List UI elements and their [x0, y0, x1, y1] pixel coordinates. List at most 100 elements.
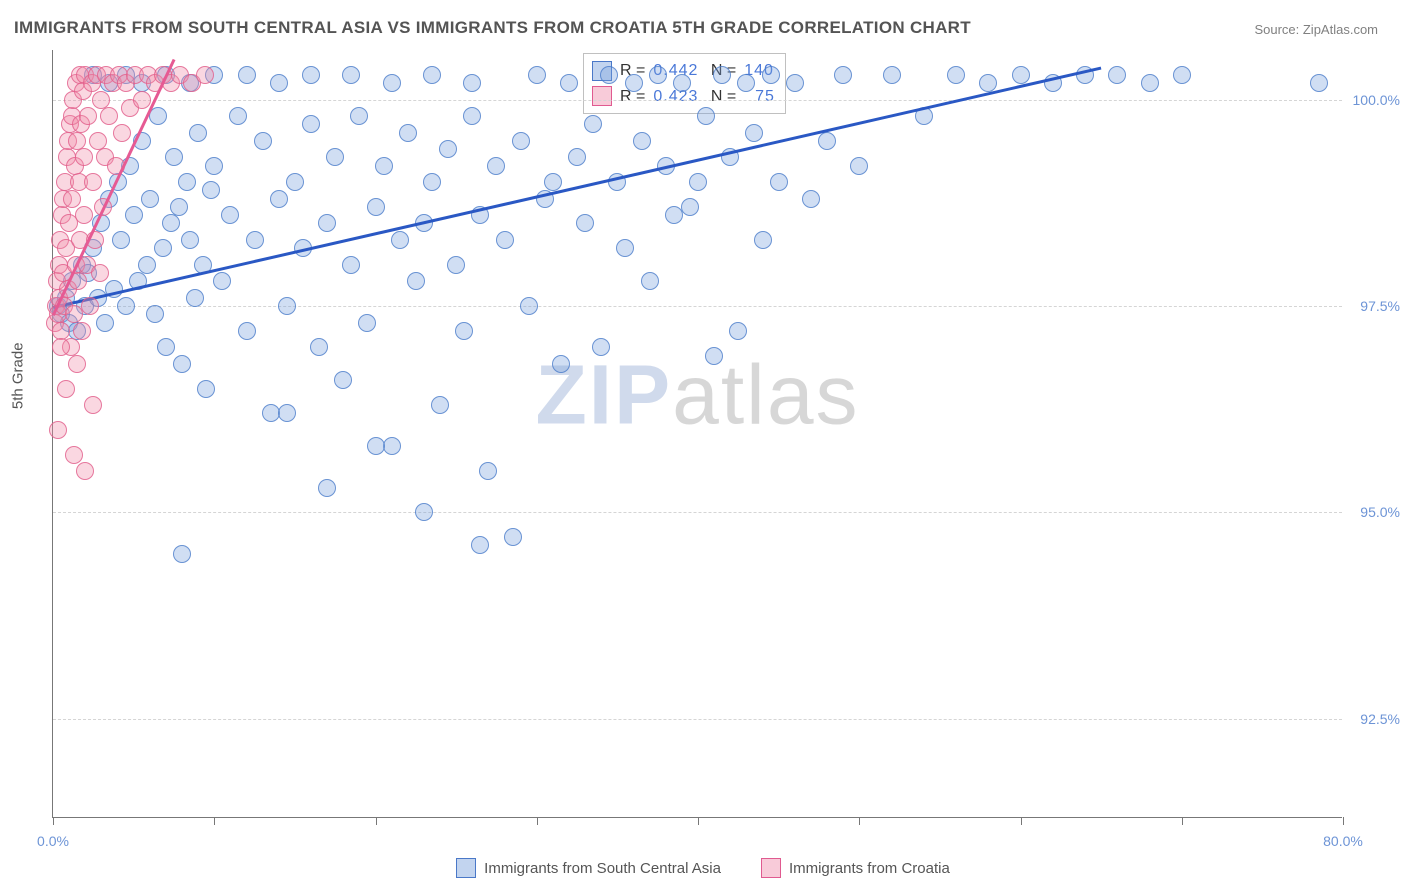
x-tick [698, 817, 699, 825]
scatter-point [463, 107, 481, 125]
scatter-point [73, 322, 91, 340]
scatter-point [568, 148, 586, 166]
scatter-point [318, 214, 336, 232]
scatter-point [350, 107, 368, 125]
scatter-point [625, 74, 643, 92]
scatter-point [334, 371, 352, 389]
x-tick [1343, 817, 1344, 825]
scatter-point [689, 173, 707, 191]
gridline [53, 719, 1342, 720]
scatter-point [358, 314, 376, 332]
y-tick-label: 100.0% [1353, 92, 1400, 108]
scatter-point [447, 256, 465, 274]
scatter-point [157, 338, 175, 356]
scatter-point [96, 314, 114, 332]
scatter-point [375, 157, 393, 175]
scatter-point [431, 396, 449, 414]
scatter-point [270, 74, 288, 92]
chart-title: IMMIGRANTS FROM SOUTH CENTRAL ASIA VS IM… [14, 18, 971, 38]
x-tick-label: 80.0% [1323, 833, 1363, 849]
scatter-point [238, 322, 256, 340]
scatter-point [91, 264, 109, 282]
swatch-pink-icon [592, 86, 612, 106]
stat-label: N = [706, 84, 736, 110]
scatter-point [786, 74, 804, 92]
scatter-point [883, 66, 901, 84]
scatter-point [173, 355, 191, 373]
scatter-point [504, 528, 522, 546]
scatter-point [181, 231, 199, 249]
scatter-point [246, 231, 264, 249]
scatter-point [576, 214, 594, 232]
gridline [53, 100, 1342, 101]
scatter-point [310, 338, 328, 356]
scatter-point [1108, 66, 1126, 84]
scatter-point [713, 66, 731, 84]
scatter-point [79, 107, 97, 125]
scatter-point [89, 132, 107, 150]
scatter-point [342, 256, 360, 274]
gridline [53, 512, 1342, 513]
scatter-point [84, 396, 102, 414]
scatter-point [229, 107, 247, 125]
scatter-point [528, 66, 546, 84]
gridline [53, 306, 1342, 307]
scatter-point [584, 115, 602, 133]
scatter-point [138, 256, 156, 274]
scatter-point [302, 115, 320, 133]
y-tick-label: 95.0% [1360, 504, 1400, 520]
scatter-point [202, 181, 220, 199]
scatter-point [802, 190, 820, 208]
scatter-point [407, 272, 425, 290]
scatter-point [745, 124, 763, 142]
scatter-point [479, 462, 497, 480]
scatter-point [415, 503, 433, 521]
scatter-point [947, 66, 965, 84]
scatter-point [141, 190, 159, 208]
scatter-point [125, 206, 143, 224]
swatch-blue-icon [456, 858, 476, 878]
scatter-point [455, 322, 473, 340]
x-tick [537, 817, 538, 825]
plot-area: ZIPatlas R = 0.442 N = 140 R = 0.423 N =… [52, 50, 1342, 818]
scatter-point [423, 66, 441, 84]
scatter-point [681, 198, 699, 216]
x-tick [53, 817, 54, 825]
scatter-point [68, 132, 86, 150]
watermark-atlas: atlas [672, 348, 859, 442]
legend-label: Immigrants from Croatia [789, 860, 950, 877]
scatter-point [367, 198, 385, 216]
scatter-point [149, 107, 167, 125]
scatter-point [544, 173, 562, 191]
scatter-point [100, 107, 118, 125]
swatch-pink-icon [761, 858, 781, 878]
scatter-point [367, 437, 385, 455]
x-tick [1021, 817, 1022, 825]
scatter-point [81, 297, 99, 315]
scatter-point [197, 380, 215, 398]
scatter-point [112, 231, 130, 249]
scatter-point [1173, 66, 1191, 84]
scatter-point [512, 132, 530, 150]
scatter-point [834, 66, 852, 84]
scatter-point [1012, 66, 1030, 84]
scatter-point [302, 66, 320, 84]
scatter-point [146, 305, 164, 323]
legend-item-blue: Immigrants from South Central Asia [456, 858, 721, 878]
scatter-point [592, 338, 610, 356]
scatter-point [189, 124, 207, 142]
y-axis-label: 5th Grade [10, 342, 27, 409]
scatter-point [68, 355, 86, 373]
scatter-point [133, 91, 151, 109]
scatter-point [205, 157, 223, 175]
scatter-point [439, 140, 457, 158]
scatter-point [318, 479, 336, 497]
scatter-point [278, 297, 296, 315]
scatter-point [52, 322, 70, 340]
scatter-point [770, 173, 788, 191]
scatter-point [673, 74, 691, 92]
scatter-point [213, 272, 231, 290]
scatter-point [762, 66, 780, 84]
x-tick [859, 817, 860, 825]
scatter-point [520, 297, 538, 315]
